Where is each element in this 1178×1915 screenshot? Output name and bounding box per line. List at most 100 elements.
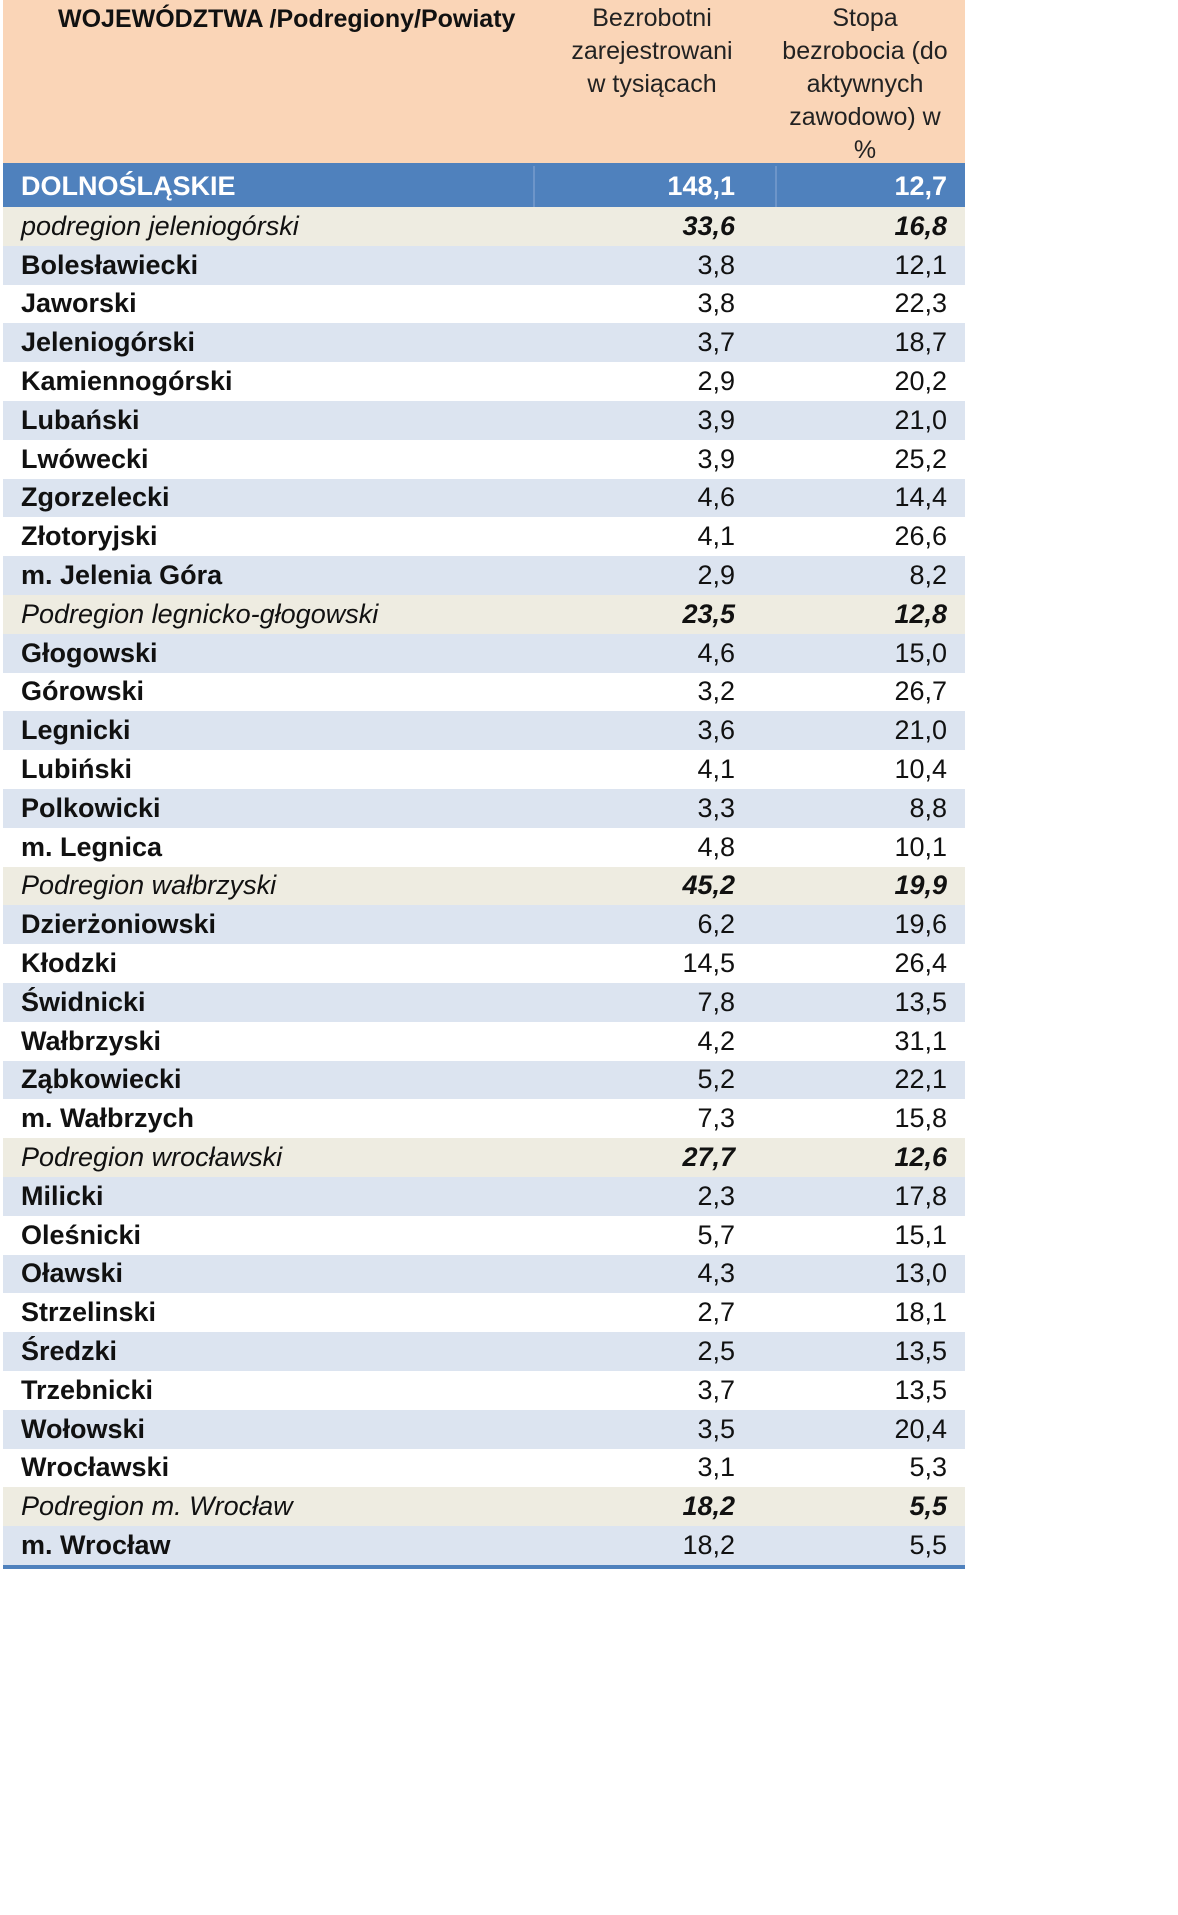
unemployment-rate-cell: 12,1 xyxy=(894,249,947,280)
row-label: Kłodzki xyxy=(21,948,118,979)
registered-unemployed-cell: 18,2 xyxy=(682,1491,735,1522)
unemployment-rate-cell: 18,7 xyxy=(894,327,947,358)
unemployment-table: WOJEWÓDZTWA /Podregiony/Powiaty Bezrobot… xyxy=(3,0,965,1569)
registered-unemployed-cell: 4,3 xyxy=(697,1258,735,1289)
registered-unemployed-cell: 4,6 xyxy=(697,482,735,513)
table-row: Trzebnicki 3,7 13,5 xyxy=(3,1370,965,1410)
registered-unemployed-cell: 23,5 xyxy=(682,598,735,629)
registered-unemployed-cell: 4,8 xyxy=(697,831,735,862)
row-label: m. Jelenia Góra xyxy=(21,560,223,591)
table-row: Złotoryjski 4,1 26,6 xyxy=(3,517,965,557)
header-registered-unemployed-column: Bezrobotni zarejestrowani w tysiącach xyxy=(571,4,733,98)
unemployment-rate-cell: 21,0 xyxy=(894,404,947,435)
row-label: Wrocławski xyxy=(21,1452,170,1483)
table-row: Podregion wrocławski 27,7 12,6 xyxy=(3,1138,965,1177)
registered-unemployed-cell: 3,9 xyxy=(697,404,735,435)
unemployment-rate-cell: 18,1 xyxy=(894,1297,947,1328)
registered-unemployed-cell: 4,1 xyxy=(697,754,735,785)
unemployment-rate-cell: 26,7 xyxy=(894,676,947,707)
table-row: Jeleniogórski 3,7 18,7 xyxy=(3,323,965,363)
row-label: m. Wrocław xyxy=(21,1529,171,1560)
registered-unemployed-cell: 148,1 xyxy=(667,171,735,201)
row-label: Lwówecki xyxy=(21,443,149,474)
registered-unemployed-cell: 7,3 xyxy=(697,1103,735,1134)
unemployment-rate-cell: 13,5 xyxy=(894,1336,947,1366)
row-label: Bolesławiecki xyxy=(21,249,199,280)
table-body: DOLNOŚLĄSKIE 148,1 12,7 podregion jeleniogó… xyxy=(3,166,965,1565)
registered-unemployed-cell: 2,3 xyxy=(697,1180,735,1211)
registered-unemployed-cell: 3,2 xyxy=(697,676,735,707)
unemployment-rate-cell: 22,1 xyxy=(894,1064,947,1095)
row-label: Legnicki xyxy=(21,715,131,746)
registered-unemployed-cell: 4,2 xyxy=(697,1025,735,1056)
row-label: m. Legnica xyxy=(21,831,163,862)
unemployment-rate-cell: 5,5 xyxy=(909,1529,947,1560)
unemployment-rate-cell: 5,5 xyxy=(909,1491,947,1522)
row-label: Podregion legnicko-głogowski xyxy=(21,598,379,629)
table-row: Jaworski 3,8 22,3 xyxy=(3,284,965,324)
registered-unemployed-cell: 4,1 xyxy=(697,521,735,552)
registered-unemployed-cell: 5,2 xyxy=(697,1064,735,1095)
row-label: Strzelinski xyxy=(21,1297,157,1328)
unemployment-rate-cell: 8,8 xyxy=(909,792,947,823)
unemployment-rate-cell: 15,1 xyxy=(894,1219,947,1250)
table-row: Polkowicki 3,3 8,8 xyxy=(3,788,965,828)
unemployment-rate-cell: 12,7 xyxy=(894,171,947,201)
registered-unemployed-cell: 2,9 xyxy=(697,366,735,397)
table-row: Wołowski 3,5 20,4 xyxy=(3,1409,965,1449)
unemployment-rate-cell: 26,6 xyxy=(894,521,947,552)
unemployment-rate-cell: 15,8 xyxy=(894,1103,947,1134)
row-label: Milicki xyxy=(21,1180,104,1211)
table-row: Milicki 2,3 17,8 xyxy=(3,1176,965,1216)
row-label: Górowski xyxy=(21,676,145,707)
table-row: m. Wrocław 18,2 5,5 xyxy=(3,1526,965,1565)
registered-unemployed-cell: 3,3 xyxy=(697,792,735,823)
registered-unemployed-cell: 3,9 xyxy=(697,443,735,474)
table-row: Zgorzelecki 4,6 14,4 xyxy=(3,478,965,518)
table-row: Świdnicki 7,8 13,5 xyxy=(3,982,965,1022)
header-unemployment-rate-column: Stopa bezrobocia (do aktywnych zawodowo)… xyxy=(782,4,948,164)
table-row: DOLNOŚLĄSKIE 148,1 12,7 xyxy=(3,166,965,207)
unemployment-rate-cell: 20,4 xyxy=(894,1413,947,1444)
registered-unemployed-cell: 3,8 xyxy=(697,249,735,280)
row-label: Lubański xyxy=(21,404,140,435)
unemployment-rate-cell: 10,1 xyxy=(894,831,947,862)
table-row: Głogowski 4,6 15,0 xyxy=(3,633,965,673)
column-separator xyxy=(533,166,535,207)
row-label: Ząbkowiecki xyxy=(21,1064,182,1095)
table-row: m. Wałbrzych 7,3 15,8 xyxy=(3,1099,965,1139)
registered-unemployed-cell: 3,1 xyxy=(697,1452,735,1483)
registered-unemployed-cell: 27,7 xyxy=(682,1142,735,1173)
unemployment-rate-cell: 13,5 xyxy=(894,986,947,1017)
unemployment-rate-cell: 22,3 xyxy=(894,288,947,319)
table-row: Podregion wałbrzyski 45,2 19,9 xyxy=(3,866,965,906)
registered-unemployed-cell: 45,2 xyxy=(682,870,735,901)
table-row: Podregion legnicko-głogowski 23,5 12,8 xyxy=(3,594,965,634)
table-row: Kłodzki 14,5 26,4 xyxy=(3,944,965,983)
registered-unemployed-cell: 3,8 xyxy=(697,288,735,319)
unemployment-rate-cell: 12,8 xyxy=(894,598,947,629)
table-row: podregion jeleniogórski 33,6 16,8 xyxy=(3,207,965,246)
table-row: Strzelinski 2,7 18,1 xyxy=(3,1293,965,1333)
registered-unemployed-cell: 18,2 xyxy=(682,1529,735,1560)
row-label: Podregion m. Wrocław xyxy=(21,1491,293,1522)
unemployment-rate-cell: 5,3 xyxy=(909,1452,947,1483)
table-row: Wałbrzyski 4,2 31,1 xyxy=(3,1021,965,1061)
unemployment-rate-cell: 8,2 xyxy=(909,560,947,591)
row-label: Podregion wrocławski xyxy=(21,1142,283,1173)
table-row: Dzierżoniowski 6,2 19,6 xyxy=(3,905,965,945)
unemployment-rate-cell: 13,5 xyxy=(894,1374,947,1405)
unemployment-rate-cell: 13,0 xyxy=(894,1258,947,1289)
table-header: WOJEWÓDZTWA /Podregiony/Powiaty Bezrobot… xyxy=(3,0,965,166)
row-label: Jaworski xyxy=(21,288,137,319)
unemployment-rate-cell: 31,1 xyxy=(894,1025,947,1056)
table-row: Oławski 4,3 13,0 xyxy=(3,1254,965,1294)
registered-unemployed-cell: 7,8 xyxy=(697,986,735,1017)
unemployment-rate-cell: 16,8 xyxy=(894,210,947,241)
registered-unemployed-cell: 5,7 xyxy=(697,1219,735,1250)
table-row: Lubański 3,9 21,0 xyxy=(3,400,965,440)
table-bottom-border xyxy=(3,1564,965,1569)
row-label: Oławski xyxy=(21,1258,124,1289)
registered-unemployed-cell: 2,5 xyxy=(697,1336,735,1366)
row-label: Średzki xyxy=(21,1336,118,1366)
